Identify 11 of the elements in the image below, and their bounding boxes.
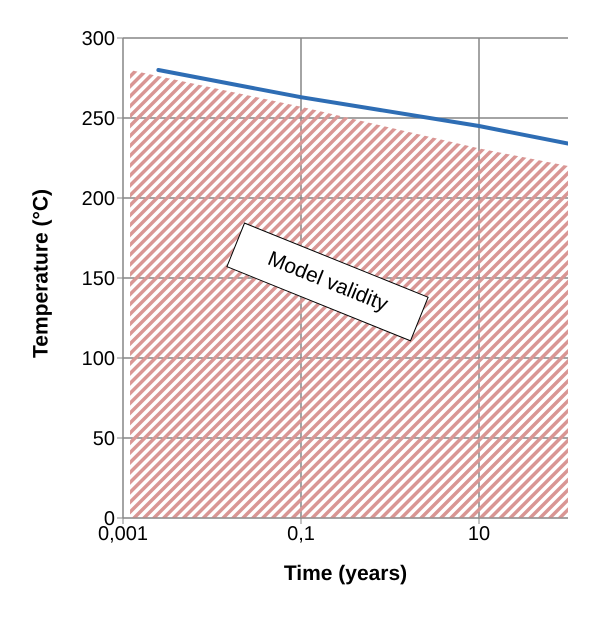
y-tick-label: 150 xyxy=(82,268,115,290)
y-tick-label: 200 xyxy=(82,188,115,210)
x-tick-label: 0,1 xyxy=(287,523,315,546)
y-tick-label: 300 xyxy=(82,28,115,50)
annotation: Model validity xyxy=(264,247,392,316)
x-axis-title: Time (years) xyxy=(284,562,408,585)
y-axis-title: Temperature (°C) xyxy=(29,188,52,358)
y-tick-label: 50 xyxy=(92,428,115,450)
x-tick-label: 10 xyxy=(468,523,490,546)
y-tick-label: 100 xyxy=(82,348,115,370)
y-tick-label: 250 xyxy=(82,108,115,130)
